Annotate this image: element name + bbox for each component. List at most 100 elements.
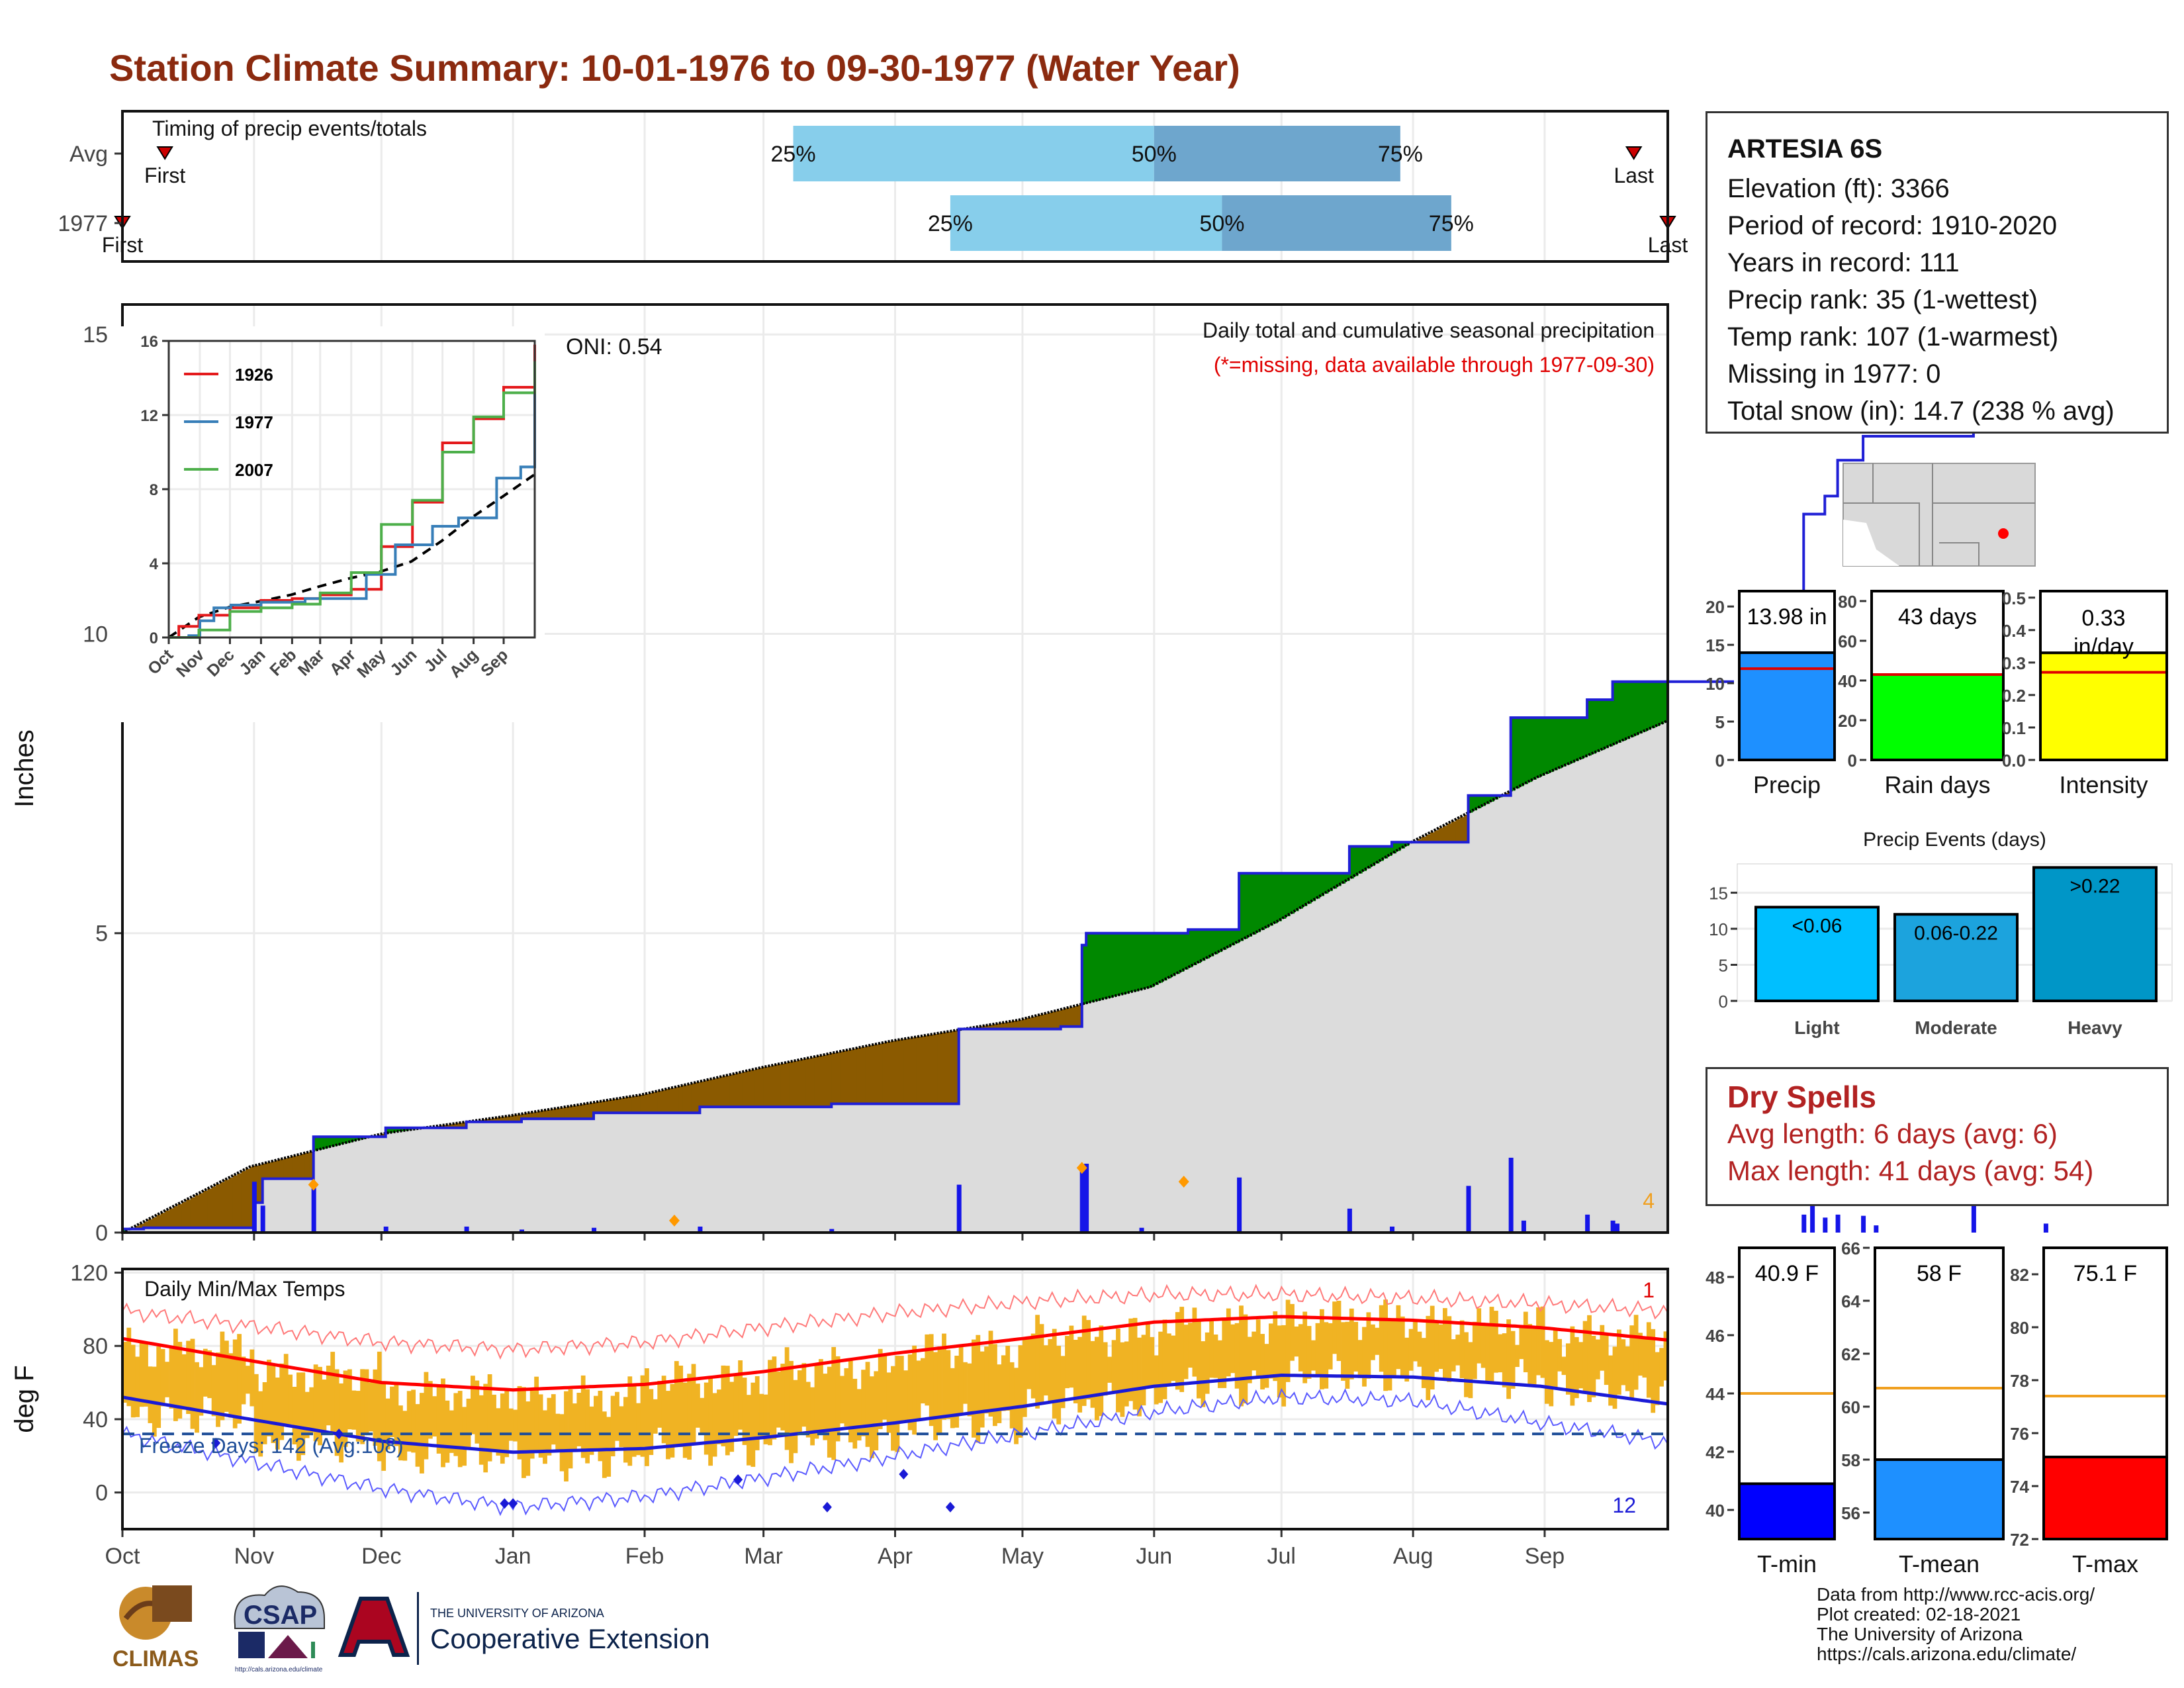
precip-diff-fill: [1468, 795, 1473, 813]
temp-daily-bar: [784, 1347, 790, 1450]
temp-daily-bar: [457, 1391, 463, 1468]
temp-daily-bar: [1009, 1362, 1015, 1429]
temp-daily-bar: [1247, 1336, 1252, 1383]
temp-daily-bar: [513, 1409, 518, 1442]
precip-diff-fill: [1566, 718, 1570, 765]
temp-daily-bar: [937, 1346, 942, 1434]
precip-diff-fill: [1030, 1017, 1036, 1029]
temp-daily-bar: [139, 1342, 144, 1407]
precip-diff-fill: [1349, 846, 1354, 879]
precip-daily-bar: [1237, 1177, 1242, 1233]
temp-daily-bar: [1167, 1333, 1171, 1385]
temp-daily-bar: [508, 1408, 514, 1441]
precip-diff-fill: [547, 1109, 552, 1119]
precip-diff-fill: [903, 1039, 909, 1104]
precip-diff-fill: [899, 1039, 904, 1104]
precip-diff-fill: [1243, 873, 1248, 939]
precip-diff-fill: [805, 1058, 811, 1107]
precip-diff-fill: [1302, 873, 1308, 906]
precip-snow-marker: [308, 1178, 319, 1191]
temp-daily-bar: [377, 1351, 382, 1462]
temp-daily-bar: [432, 1396, 437, 1437]
precip-daily-bar: [1835, 1214, 1841, 1233]
precip-diff-fill: [1230, 929, 1236, 946]
precip-diff-fill: [1434, 830, 1439, 843]
precip-diff-fill: [759, 1068, 764, 1107]
precip-diff-fill: [882, 1043, 887, 1104]
temp-daily-bar: [1608, 1355, 1613, 1406]
temp-daily-bar: [339, 1383, 343, 1463]
precip-diff-fill: [840, 1051, 845, 1104]
temp-daily-bar: [1633, 1315, 1639, 1390]
precip-subtitle: (*=missing, data available through 1977-…: [1214, 353, 1655, 377]
precip-diff-fill: [1379, 846, 1384, 861]
precip-daily-bar: [1874, 1225, 1879, 1233]
climas-logo: CLIMAS: [113, 1585, 199, 1671]
precip-diff-fill: [891, 1041, 896, 1104]
precip-diff-fill: [793, 1060, 798, 1107]
temp-daily-bar: [313, 1364, 318, 1442]
precip-diff-fill: [279, 1159, 285, 1179]
precip-diff-fill: [1638, 681, 1643, 733]
temp-daily-bar: [1069, 1325, 1074, 1388]
temp-freeze-label: Freeze Days: 142 (Avg:108): [139, 1434, 404, 1458]
temp-daily-bar: [831, 1346, 837, 1460]
temp-ytick-label: 120: [70, 1261, 108, 1286]
precip-daily-bar: [1390, 1226, 1395, 1233]
temp-daily-bar: [1536, 1307, 1541, 1376]
temp-daily-bar: [385, 1398, 390, 1450]
precip-daily-bar: [1521, 1220, 1526, 1233]
temp-daily-bar: [369, 1382, 373, 1432]
totals-value-label: 40.9 F: [1755, 1261, 1819, 1286]
timing-label-50: 50%: [1132, 142, 1177, 167]
temp-title: Daily Min/Max Temps: [144, 1277, 345, 1301]
temp-daily-bar: [1557, 1338, 1562, 1372]
precip-diff-fill: [220, 1182, 225, 1228]
temp-daily-bar: [283, 1354, 289, 1425]
precip-diff-fill: [1158, 933, 1163, 983]
precip-diff-fill: [186, 1199, 191, 1228]
precip-ylabel: Inches: [10, 729, 39, 808]
temp-daily-bar: [462, 1407, 467, 1466]
precip-snow-marker: [1076, 1162, 1087, 1174]
precip-diff-fill: [1357, 846, 1363, 874]
precip-diff-fill: [173, 1206, 178, 1228]
credit-url: https://cals.arizona.edu/climate/: [1817, 1644, 2077, 1664]
temp-daily-bar: [347, 1369, 352, 1430]
temp-daily-bar: [564, 1391, 569, 1481]
timing-last-label: Last: [1614, 164, 1654, 187]
precip-diff-fill: [160, 1213, 165, 1228]
precip-diff-fill: [1345, 873, 1350, 881]
precip-diff-fill: [296, 1154, 301, 1179]
temp-daily-bar: [696, 1383, 700, 1428]
precip-diff-fill: [1396, 842, 1401, 851]
temp-daily-bar: [810, 1387, 815, 1446]
precip-diff-fill: [640, 1095, 645, 1113]
precip-diff-fill: [449, 1124, 454, 1128]
precip-diff-fill: [589, 1103, 594, 1119]
temp-daily-bar: [390, 1386, 394, 1437]
temp-daily-bar: [559, 1414, 565, 1472]
temp-daily-bar: [1099, 1325, 1104, 1417]
events-bar: [2032, 866, 2158, 1003]
temp-daily-bar: [300, 1372, 306, 1456]
precip-diff-fill: [1039, 1014, 1044, 1029]
precip-diff-fill: [1578, 718, 1584, 759]
precip-diff-fill: [1646, 681, 1651, 730]
events-bar-label: <0.06: [1792, 915, 1843, 937]
timing-label-75: 75%: [1378, 142, 1423, 167]
csap-url: http://cals.arizona.edu/climate: [235, 1666, 323, 1673]
precip-diff-fill: [1510, 718, 1516, 791]
temp-daily-bar: [1201, 1341, 1206, 1407]
precip-diff-fill: [1328, 873, 1333, 892]
temp-daily-bar: [373, 1369, 378, 1446]
temp-daily-bar: [406, 1391, 412, 1452]
precip-diff-fill: [993, 1024, 997, 1029]
temp-daily-bar: [972, 1339, 976, 1438]
precip-diff-fill: [522, 1113, 526, 1119]
temp-daily-bar: [1226, 1308, 1231, 1377]
temp-daily-bar: [929, 1334, 934, 1427]
temp-xtick-label: Jan: [495, 1544, 531, 1569]
precip-diff-fill: [492, 1118, 497, 1122]
